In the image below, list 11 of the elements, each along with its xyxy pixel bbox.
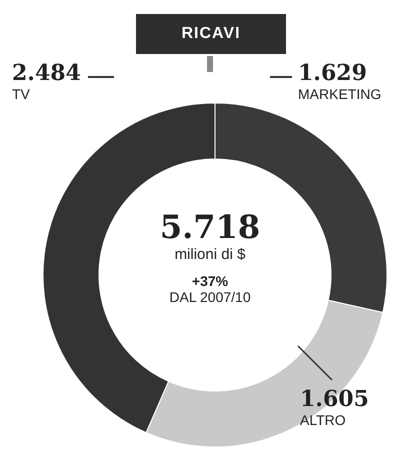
text: DAL 2007/10: [168, 289, 252, 305]
data-label: 2.484: [12, 60, 81, 86]
text: 5.718: [158, 208, 262, 246]
chart-title: RICAVI: [136, 14, 286, 54]
slice-label: MARKETING: [298, 86, 382, 102]
text: milioni di $: [174, 246, 246, 263]
slice-label: TV: [12, 86, 31, 102]
data-label: 1.605: [300, 386, 369, 412]
slice-label: ALTRO: [300, 412, 347, 428]
text: +37%: [190, 273, 230, 289]
data-label: 1.629: [298, 60, 368, 86]
